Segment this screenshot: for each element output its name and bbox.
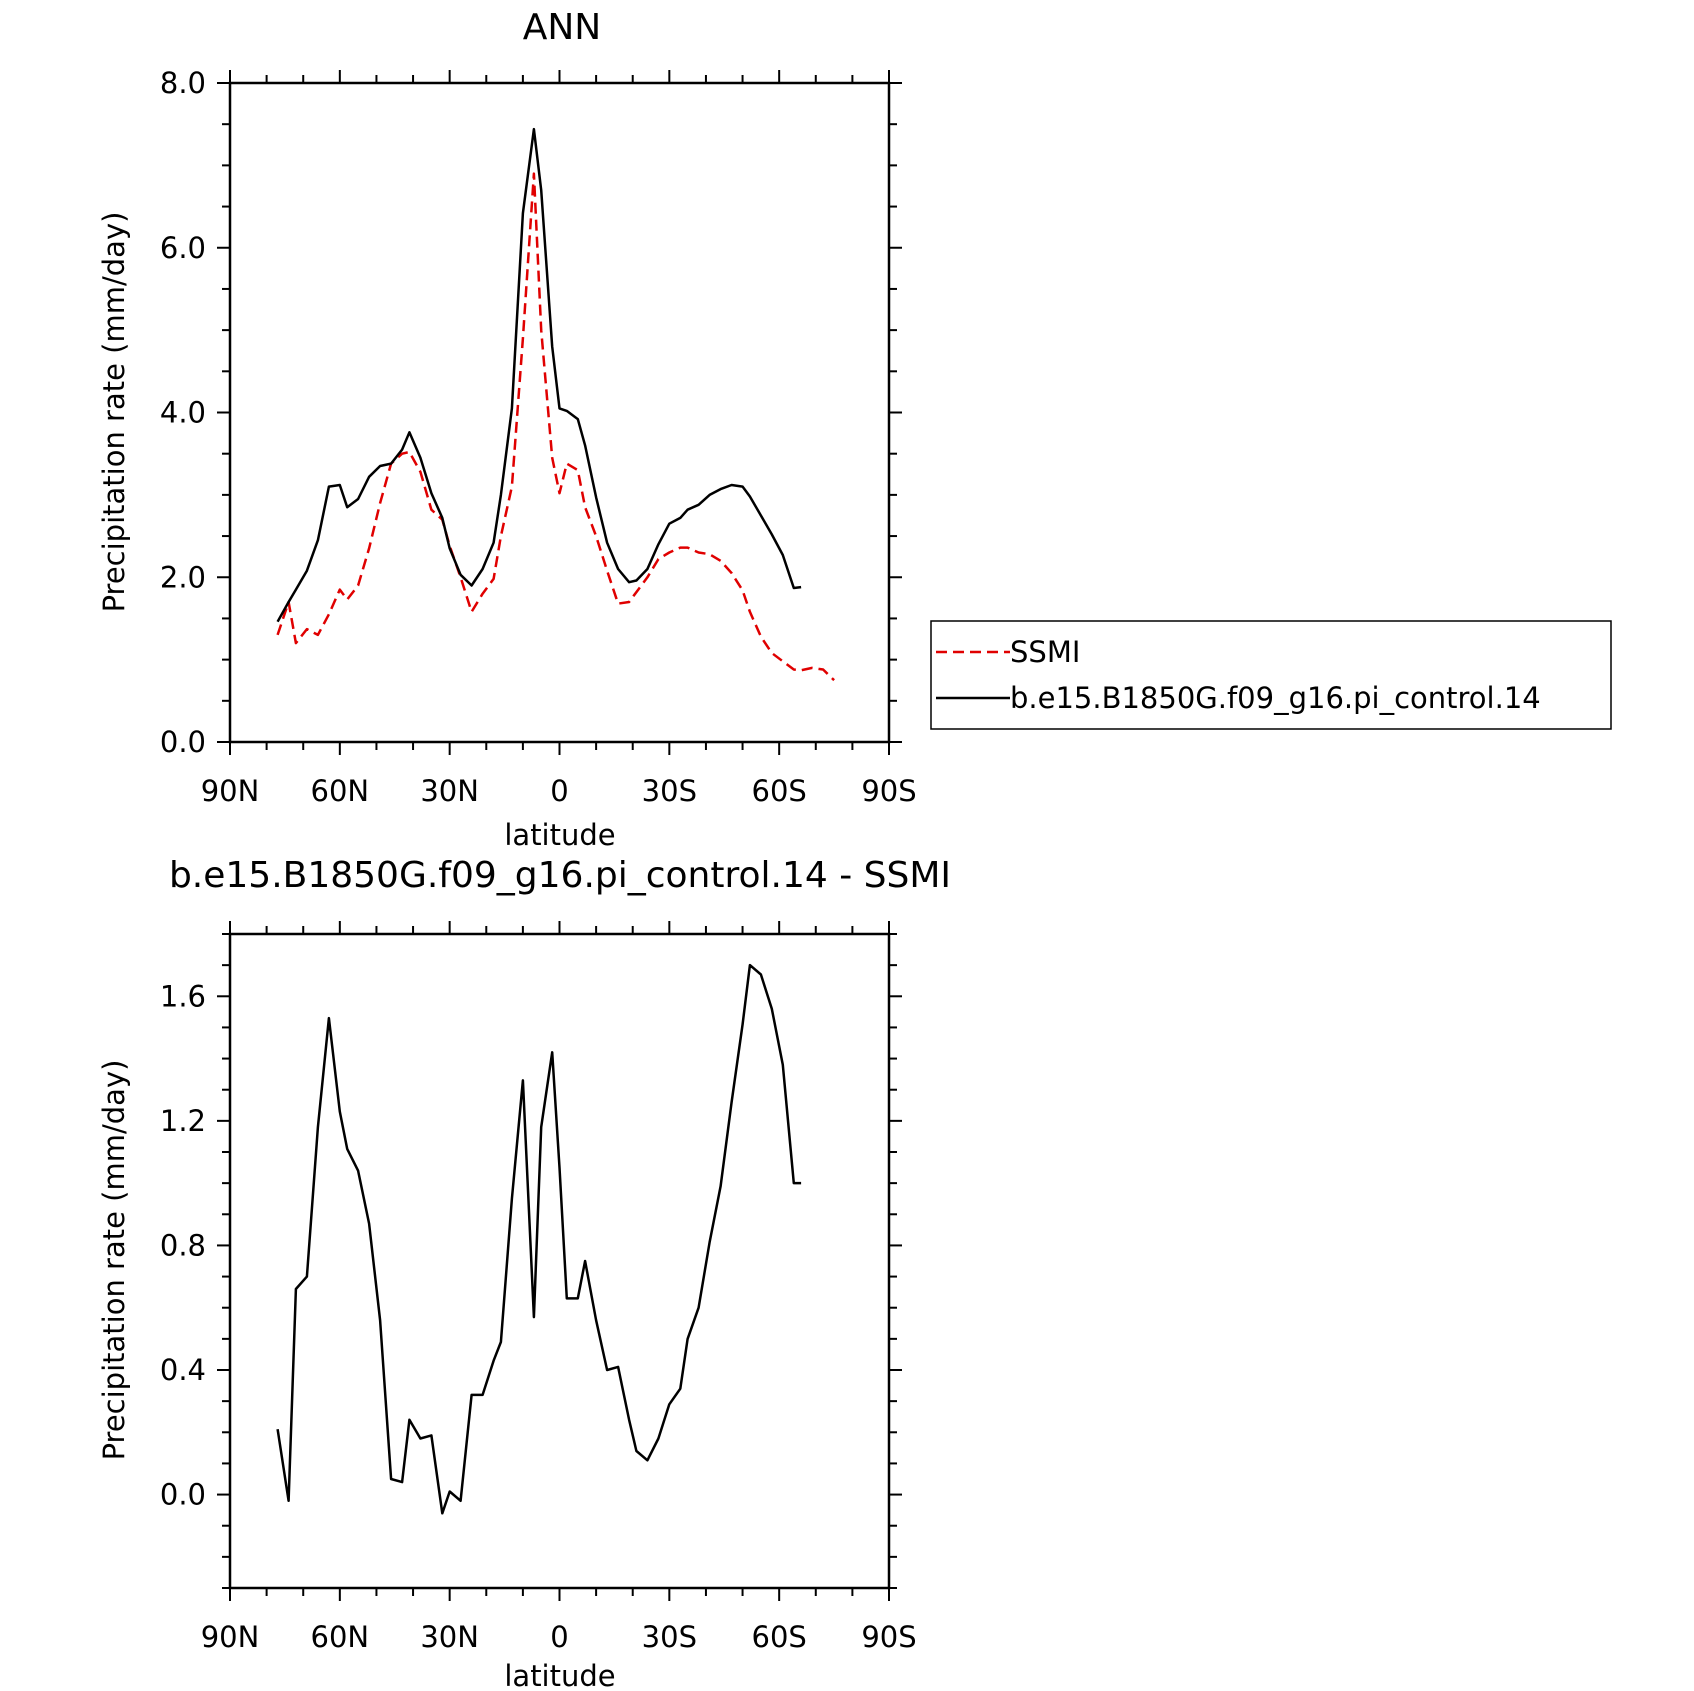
top-axis-ticks xyxy=(217,70,902,755)
y-tick-label: 8.0 xyxy=(160,66,206,100)
bottom-tick-labels: 90N 60N 30N 0 30S 60S 90S 0.0 0.4 0.8 1.2 1.6 xyxy=(160,979,917,1654)
x-tick-label: 90N xyxy=(201,1620,260,1654)
x-tick-label: 90S xyxy=(861,1620,916,1654)
bottom-chart-title: b.e15.B1850G.f09_g16.pi_control.14 - SSM… xyxy=(169,855,951,896)
y-tick-label: 1.6 xyxy=(160,979,206,1013)
y-tick-label: 2.0 xyxy=(160,560,206,594)
y-tick-label: 0.0 xyxy=(160,725,206,759)
top-x-axis-label: latitude xyxy=(504,818,615,852)
legend-label-ssmi: SSMI xyxy=(1010,635,1080,669)
y-tick-label: 1.2 xyxy=(160,1104,206,1138)
bottom-x-axis-label: latitude xyxy=(504,1659,615,1691)
x-tick-label: 90S xyxy=(861,774,916,808)
top-series-line-model xyxy=(276,127,802,623)
y-tick-label: 4.0 xyxy=(160,396,206,430)
top-y-axis-label: Precipitation rate (mm/day) xyxy=(97,212,131,613)
y-tick-label: 0.8 xyxy=(160,1228,206,1262)
x-tick-label: 30N xyxy=(420,774,479,808)
legend: SSMI b.e15.B1850G.f09_g16.pi_control.14 xyxy=(930,620,1612,730)
y-tick-label: 6.0 xyxy=(160,231,206,265)
top-plot-frame xyxy=(228,81,891,744)
bottom-y-axis-label: Precipitation rate (mm/day) xyxy=(97,1060,131,1461)
y-tick-label: 0.0 xyxy=(160,1478,206,1512)
bottom-series-line-model xyxy=(276,963,802,1515)
x-tick-label: 30S xyxy=(642,774,697,808)
top-chart-title: ANN xyxy=(523,7,602,48)
x-tick-label: 30N xyxy=(420,1620,479,1654)
top-series-line-ssmi xyxy=(276,172,835,682)
x-tick-label: 60N xyxy=(311,1620,370,1654)
top-series-lines xyxy=(276,127,835,682)
legend-box xyxy=(930,620,1612,730)
x-tick-label: 0 xyxy=(550,774,568,808)
x-tick-label: 30S xyxy=(642,1620,697,1654)
x-tick-label: 60S xyxy=(752,774,807,808)
x-tick-label: 60S xyxy=(752,1620,807,1654)
x-tick-label: 90N xyxy=(201,774,260,808)
bottom-series-lines xyxy=(276,963,802,1515)
x-tick-label: 0 xyxy=(550,1620,568,1654)
top-panel: ANN 90N 60N 30N 0 30S 60S 90S 0.0 2.0 4.0 6.0 8.0 l… xyxy=(97,7,1612,852)
y-tick-label: 0.4 xyxy=(160,1353,206,1387)
x-tick-label: 60N xyxy=(311,774,370,808)
bottom-panel: b.e15.B1850G.f09_g16.pi_control.14 - SSM… xyxy=(97,855,951,1691)
bottom-plot-frame xyxy=(228,932,891,1590)
top-tick-labels: 90N 60N 30N 0 30S 60S 90S 0.0 2.0 4.0 6.0 8.0 xyxy=(160,66,917,808)
legend-label-model: b.e15.B1850G.f09_g16.pi_control.14 xyxy=(1010,681,1541,715)
bottom-axis-ticks xyxy=(217,921,902,1601)
